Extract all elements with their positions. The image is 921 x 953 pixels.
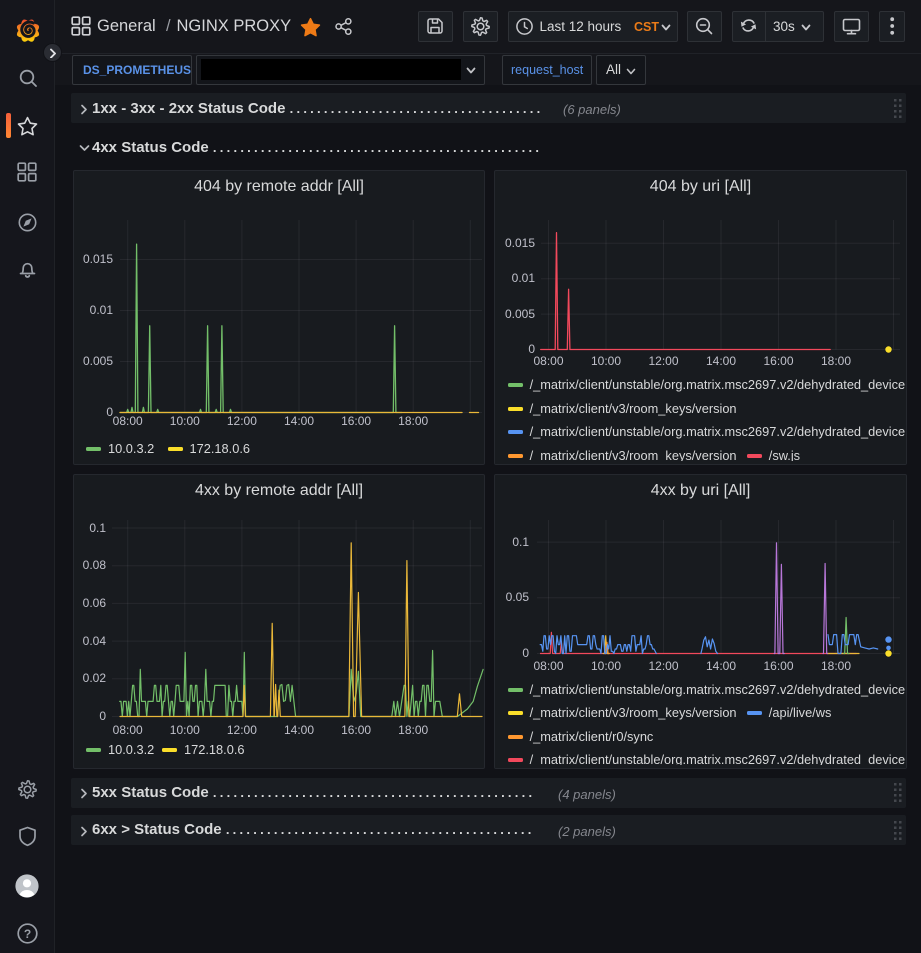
- svg-text:?: ?: [24, 927, 31, 941]
